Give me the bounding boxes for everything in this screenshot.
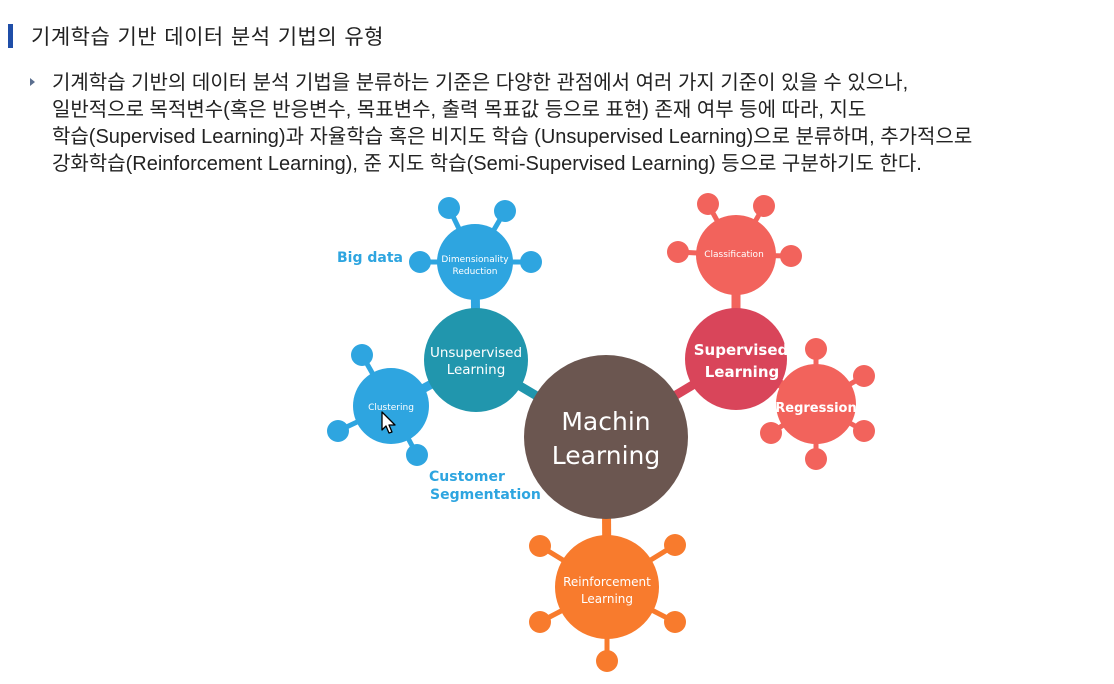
dimensionality-spoke-dot bbox=[409, 251, 431, 273]
dimensionality-spoke-dot bbox=[438, 197, 460, 219]
heading-text: 기계학습 기반 데이터 분석 기법의 유형 bbox=[31, 25, 384, 49]
reinforcement-spoke-dot bbox=[529, 611, 551, 633]
bullet-triangle-icon bbox=[30, 78, 35, 86]
paragraph-line: 기계학습 기반의 데이터 분석 기법을 분류하는 기준은 다양한 관점에서 여러… bbox=[52, 72, 909, 94]
clustering-label: Clustering bbox=[368, 403, 414, 413]
reinforcement-label-2: Learning bbox=[581, 592, 633, 606]
supervised-node bbox=[685, 308, 787, 410]
dimensionality-node bbox=[437, 224, 513, 300]
dimensionality-spoke-dot bbox=[520, 251, 542, 273]
clustering-spoke-dot bbox=[327, 420, 349, 442]
center-label-2: Learning bbox=[552, 441, 661, 470]
unsupervised-node bbox=[424, 308, 528, 412]
classification-spoke-dot bbox=[753, 195, 775, 217]
dimensionality-spoke-dot bbox=[494, 200, 516, 222]
mouse-cursor-icon bbox=[381, 411, 396, 434]
reinforcement-spoke-dot bbox=[664, 611, 686, 633]
center-label-1: Machin bbox=[561, 407, 650, 436]
dimensionality-label-2: Reduction bbox=[453, 267, 498, 277]
paragraph-line: 일반적으로 목적변수(혹은 반응변수, 목표변수, 출력 목표값 등으로 표현)… bbox=[52, 99, 867, 121]
regression-spoke-dot bbox=[853, 420, 875, 442]
classification-spoke-dot bbox=[780, 245, 802, 267]
supervised-label-1: Supervised bbox=[694, 341, 789, 359]
annotation-segmentation: Segmentation bbox=[430, 487, 541, 503]
paragraph-line: 강화학습(Reinforcement Learning), 준 지도 학습(Se… bbox=[52, 153, 922, 175]
annotation-big-data: Big data bbox=[337, 250, 403, 266]
unsupervised-label-1: Unsupervised bbox=[430, 345, 522, 361]
reinforcement-node bbox=[555, 535, 659, 639]
diagram-nodes bbox=[353, 215, 856, 639]
classification-spoke-dot bbox=[667, 241, 689, 263]
reinforcement-spoke-dot bbox=[596, 650, 618, 672]
dimensionality-label-1: Dimensionality bbox=[441, 255, 509, 265]
reinforcement-spoke-dot bbox=[664, 534, 686, 556]
reinforcement-spoke-dot bbox=[529, 535, 551, 557]
annotation-customer: Customer bbox=[429, 469, 505, 485]
supervised-label-2: Learning bbox=[705, 363, 780, 381]
regression-spoke-dot bbox=[805, 338, 827, 360]
section-heading: 기계학습 기반 데이터 분석 기법의 유형 bbox=[8, 22, 384, 50]
clustering-spoke-dot bbox=[351, 344, 373, 366]
paragraph-line: 학습(Supervised Learning)과 자율학습 혹은 비지도 학습 … bbox=[52, 126, 973, 148]
regression-label: Regression bbox=[775, 401, 856, 416]
regression-spoke-dot bbox=[760, 422, 782, 444]
heading-accent-bar bbox=[8, 24, 13, 48]
classification-spoke-dot bbox=[697, 193, 719, 215]
unsupervised-label-2: Learning bbox=[447, 362, 506, 378]
regression-spoke-dot bbox=[853, 365, 875, 387]
clustering-node bbox=[353, 368, 429, 444]
clustering-spoke-dot bbox=[406, 444, 428, 466]
paragraph-lines: 기계학습 기반의 데이터 분석 기법을 분류하는 기준은 다양한 관점에서 여러… bbox=[52, 70, 972, 178]
center-node bbox=[524, 355, 688, 519]
regression-spoke-dot bbox=[805, 448, 827, 470]
reinforcement-label-1: Reinforcement bbox=[563, 575, 651, 589]
classification-label: Classification bbox=[704, 250, 764, 260]
classification-node bbox=[696, 215, 776, 295]
regression-node bbox=[776, 364, 856, 444]
